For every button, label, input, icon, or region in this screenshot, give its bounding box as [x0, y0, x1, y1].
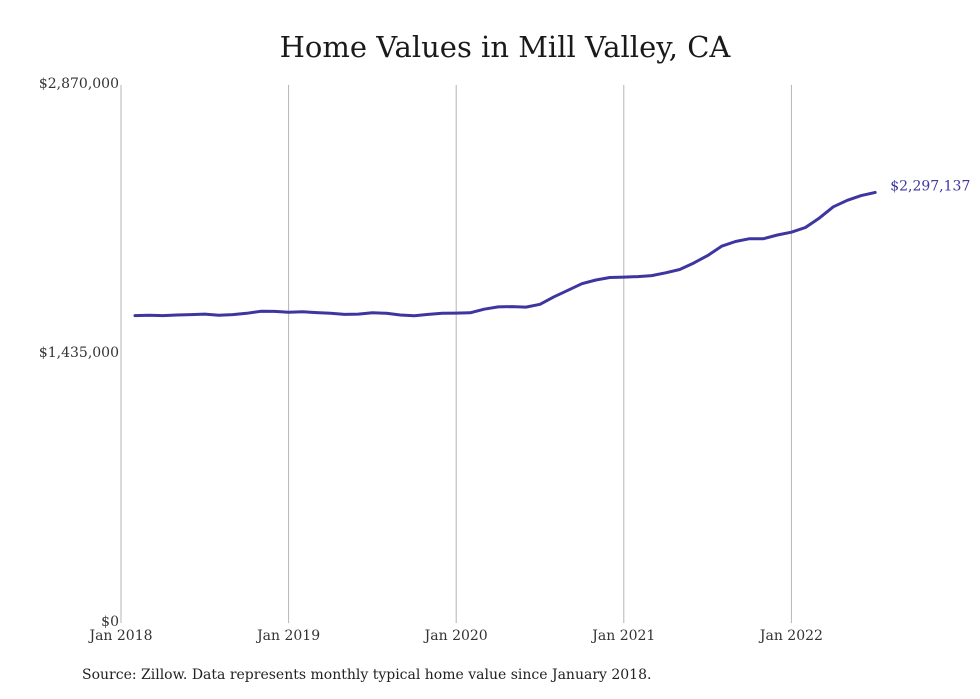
series-line [133, 190, 877, 318]
source-note: Source: Zillow. Data represents monthly … [82, 667, 652, 683]
series-layer: $2,297,137 [133, 178, 970, 318]
x-tick-label: Jan 2020 [423, 628, 488, 644]
x-tick-label: Jan 2019 [255, 628, 320, 644]
end-value-label: $2,297,137 [890, 178, 970, 194]
y-tick-label: $2,870,000 [39, 76, 119, 92]
x-tick-label: Jan 2022 [758, 628, 823, 644]
x-axis-ticks: Jan 2018 Jan 2019 Jan 2020 Jan 2021 Jan 2022 [87, 628, 822, 644]
chart-title: Home Values in Mill Valley, CA [279, 30, 731, 64]
grid-lines [120, 85, 792, 623]
x-tick-label: Jan 2021 [590, 628, 655, 644]
y-tick-label: $0 [101, 614, 119, 630]
y-axis-ticks: $0 $1,435,000 $2,870,000 [39, 76, 119, 630]
x-tick-label: Jan 2018 [87, 628, 152, 644]
y-tick-label: $1,435,000 [39, 345, 119, 361]
